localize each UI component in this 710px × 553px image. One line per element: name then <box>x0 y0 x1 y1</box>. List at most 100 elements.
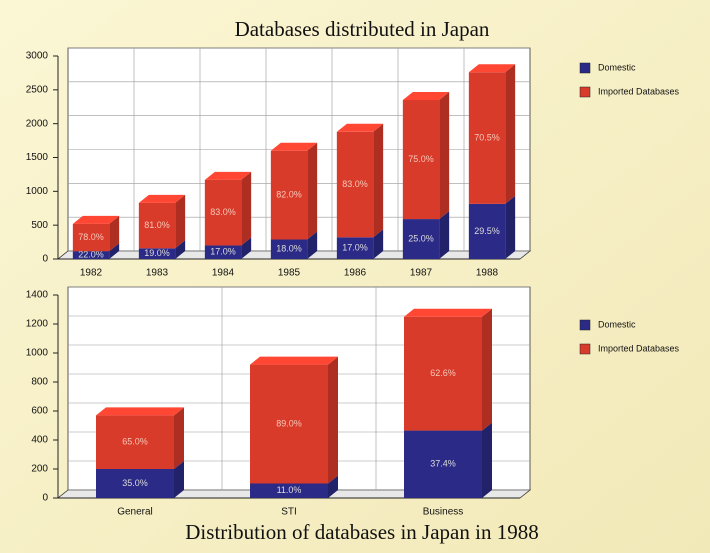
bar-side <box>482 422 492 498</box>
bar <box>270 150 308 240</box>
bar-side <box>328 356 338 484</box>
bar-label: 83.0% <box>210 207 236 217</box>
bar <box>468 72 506 204</box>
bar <box>250 483 328 498</box>
legend-swatch <box>579 86 591 98</box>
y-tick-label: 400 <box>31 435 48 446</box>
bar <box>402 219 440 259</box>
legend-swatch <box>579 343 591 355</box>
bar <box>404 316 482 431</box>
bar-side <box>373 229 384 259</box>
bar-side <box>109 243 120 259</box>
bar-side <box>505 195 516 259</box>
bar <box>402 99 440 220</box>
chart-title: Distribution of databases in Japan in 19… <box>185 520 538 544</box>
bar-label: 78.0% <box>78 232 104 242</box>
bar <box>204 245 242 259</box>
bar-side <box>109 215 120 252</box>
bar-label: 65.0% <box>122 437 148 447</box>
bar-top <box>204 171 252 180</box>
x-tick-label: 1988 <box>476 268 499 279</box>
bar-top <box>270 142 318 151</box>
bar-side <box>175 240 186 259</box>
x-tick-label: 1983 <box>146 268 169 279</box>
bar-side <box>439 91 450 220</box>
x-tick-label: Business <box>423 507 464 518</box>
bar <box>204 179 242 246</box>
bar <box>138 248 176 259</box>
bar-label: 83.0% <box>342 179 368 189</box>
bar <box>138 202 176 249</box>
bar-top <box>250 356 338 365</box>
bar <box>336 131 374 238</box>
x-tick-label: 1986 <box>344 268 367 279</box>
y-tick-label: 600 <box>31 406 48 417</box>
y-tick-label: 2500 <box>26 84 49 95</box>
bar-label: 70.5% <box>474 132 500 142</box>
bar-label: 75.0% <box>408 154 434 164</box>
bar-label: 11.0% <box>277 485 302 495</box>
y-tick-label: 1000 <box>26 348 49 359</box>
y-tick-label: 1200 <box>26 319 49 330</box>
legend-swatch <box>579 319 591 331</box>
bar-side <box>174 461 184 498</box>
bar-label: 35.0% <box>122 478 148 488</box>
legend-label: Imported Databases <box>598 343 680 353</box>
legend-label: Domestic <box>598 62 636 72</box>
y-tick-label: 1000 <box>26 186 49 197</box>
bar-label: 29.5% <box>474 226 500 236</box>
bar-side <box>175 194 186 249</box>
y-tick-label: 200 <box>31 464 48 475</box>
x-tick-label: 1982 <box>80 268 103 279</box>
y-tick-label: 800 <box>31 377 48 388</box>
x-tick-label: 1985 <box>278 268 301 279</box>
bar <box>270 239 308 259</box>
bar <box>404 430 482 498</box>
bar-top <box>402 91 450 100</box>
legend-swatch <box>579 62 591 74</box>
bar <box>72 223 110 252</box>
legend-label: Imported Databases <box>598 86 680 96</box>
bar-side <box>307 142 318 240</box>
bar-side <box>241 237 252 259</box>
legend-label: Domestic <box>598 319 636 329</box>
y-tick-label: 500 <box>31 220 48 231</box>
bar-label: 18.0% <box>276 244 302 254</box>
bar-side <box>505 64 516 204</box>
bar-side <box>439 211 450 259</box>
bar-label: 25.0% <box>408 233 434 243</box>
bar-label: 17.0% <box>210 247 236 257</box>
y-tick-label: 3000 <box>26 51 49 62</box>
x-tick-label: General <box>117 507 153 518</box>
bar-label: 62.6% <box>430 368 456 378</box>
x-tick-label: STI <box>281 507 297 518</box>
bar-side <box>307 231 318 259</box>
bar-label: 22.0% <box>78 249 104 259</box>
y-tick-label: 0 <box>42 493 48 504</box>
bar-side <box>328 475 338 498</box>
y-tick-label: 2000 <box>26 118 49 129</box>
chart-title: Databases distributed in Japan <box>235 17 490 41</box>
bar-label: 17.0% <box>342 243 368 253</box>
x-tick-label: 1987 <box>410 268 433 279</box>
bar-top <box>468 64 516 73</box>
bar-side <box>373 123 384 238</box>
bar-top <box>138 194 186 203</box>
bar <box>72 251 110 259</box>
bar <box>468 203 506 259</box>
bar-side <box>241 171 252 246</box>
bar <box>96 415 174 469</box>
bar-label: 89.0% <box>276 418 302 428</box>
bar-top <box>404 308 492 317</box>
bar-top <box>336 123 384 132</box>
bar-side <box>482 308 492 431</box>
bar <box>96 469 174 498</box>
bar-top <box>96 407 184 416</box>
x-tick-label: 1984 <box>212 268 235 279</box>
bar-label: 19.0% <box>144 248 170 258</box>
bar <box>250 364 328 484</box>
bar-label: 81.0% <box>144 220 170 230</box>
bar-side <box>174 407 184 469</box>
